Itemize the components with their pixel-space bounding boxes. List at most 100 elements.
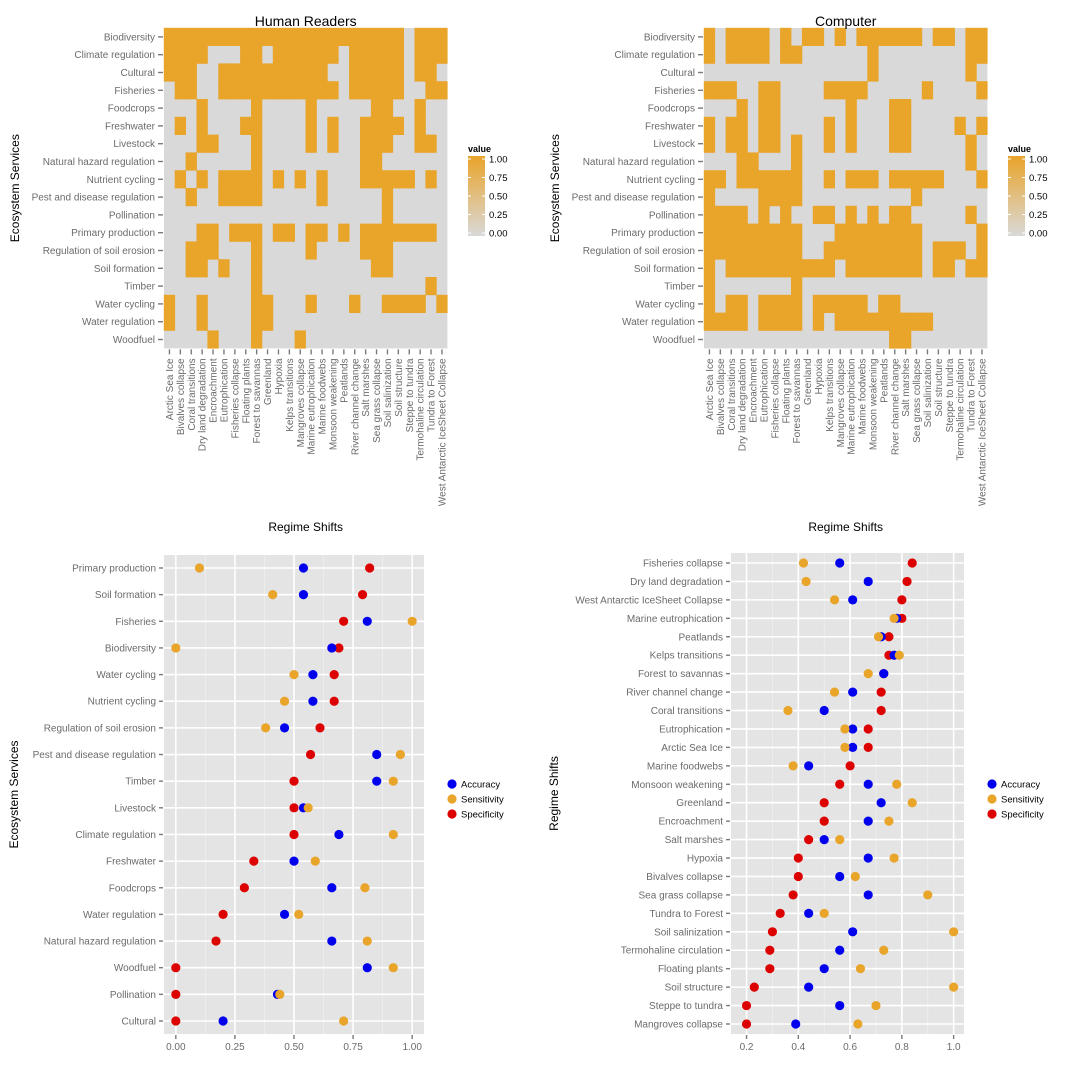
x-tick-label: 1.0	[947, 1042, 961, 1053]
heatmap-cell	[703, 277, 716, 296]
heatmap-cell	[758, 188, 770, 207]
dotplot-panel-0: 0.00 0.25 0.50 0.75 1.00 Primary production So…	[7, 555, 504, 1053]
heatmap-cell	[261, 294, 274, 313]
heatmap-cell	[867, 63, 879, 82]
y-tick-label: Nutrient cycling	[88, 697, 156, 708]
data-point-sensitivity	[339, 1016, 349, 1026]
data-point-accuracy	[804, 982, 814, 992]
data-point-accuracy	[308, 669, 318, 680]
heatmap-cell	[965, 152, 977, 171]
x-tick-label: Soil structure	[394, 358, 405, 417]
heatmap-cell	[370, 99, 383, 118]
x-tick-label: 0.25	[225, 1042, 245, 1053]
heatmap-cell	[889, 241, 901, 260]
heatmap-cell	[889, 223, 901, 242]
dotplot-panel-1: 0.2 0.4 0.6 0.8 1.0 Fisheries collapse Dry lan…	[547, 553, 1044, 1053]
data-point-accuracy	[327, 883, 337, 893]
data-point-accuracy	[289, 856, 299, 866]
heatmap-cell	[251, 27, 263, 46]
x-tick-label: River channel change	[890, 358, 901, 455]
legend-label: Accuracy	[461, 780, 500, 791]
heatmap-cell	[845, 99, 857, 118]
heatmap-cell	[414, 134, 426, 153]
heatmap-cell	[251, 188, 263, 207]
heatmap-cell	[856, 312, 868, 331]
heatmap-cell	[251, 170, 263, 189]
y-tick-label: Pest and disease regulation	[572, 193, 695, 204]
heatmap-cell	[943, 27, 955, 46]
data-point-specificity	[357, 590, 368, 600]
heatmap-cell	[780, 223, 792, 242]
y-tick-label: Pest and disease regulation	[33, 750, 156, 761]
legend-label: Accuracy	[1001, 780, 1040, 791]
legend-marker	[447, 809, 457, 819]
heatmap-cell	[251, 259, 263, 278]
data-point-accuracy	[863, 853, 873, 863]
heatmap-cell	[251, 81, 263, 100]
data-point-accuracy	[362, 616, 372, 626]
heatmap-cell	[294, 45, 306, 64]
heatmap-cell	[349, 294, 361, 313]
heatmap-cell	[703, 45, 716, 64]
legend-colorbar	[468, 156, 485, 236]
data-point-sensitivity	[835, 835, 845, 845]
y-tick-label: Fisheries	[115, 617, 156, 628]
x-tick-label: River channel change	[350, 358, 361, 455]
y-tick-label: Coral transitions	[651, 706, 723, 717]
heatmap-cell	[834, 312, 846, 331]
x-tick-label: 0.4	[791, 1042, 805, 1053]
heatmap-panel-0: Human Readers Biodiversity Climate regulat…	[8, 13, 508, 534]
data-point-accuracy	[863, 576, 873, 587]
data-point-accuracy	[848, 742, 858, 753]
heatmap-cell	[370, 116, 383, 135]
heatmap-cell	[725, 134, 737, 153]
data-point-specificity	[289, 829, 299, 840]
heatmap-cell	[229, 170, 241, 189]
heatmap-cell	[791, 152, 803, 171]
y-tick-label: Natural hazard regulation	[44, 937, 156, 948]
y-tick-label: Nutrient cycling	[627, 175, 695, 186]
data-point-accuracy	[334, 829, 344, 840]
heatmap-cell	[327, 134, 339, 153]
y-tick-label: Soil salinization	[654, 927, 723, 938]
data-point-sensitivity	[294, 909, 304, 920]
heatmap-cell	[823, 170, 835, 189]
heatmap-cell	[360, 241, 372, 260]
heatmap-cell	[769, 259, 781, 278]
heatmap-cell	[196, 45, 208, 64]
heatmap-cell	[725, 81, 737, 100]
heatmap-cell	[283, 27, 295, 46]
heatmap-cell	[207, 134, 219, 153]
data-point-accuracy	[848, 927, 858, 937]
y-tick-label: Nutrient cycling	[87, 175, 155, 186]
y-tick-label: Climate regulation	[74, 50, 155, 61]
heatmap-cell	[932, 27, 944, 46]
heatmap-cell	[878, 259, 890, 278]
heatmap-cell	[283, 81, 295, 100]
data-point-specificity	[907, 558, 917, 568]
heatmap-cell	[856, 294, 868, 313]
heatmap-cell	[758, 99, 770, 118]
heatmap-cell	[769, 241, 781, 260]
heatmap-cell	[196, 134, 208, 153]
heatmap-cell	[747, 259, 759, 278]
heatmap-cell	[316, 27, 328, 46]
data-point-accuracy	[819, 705, 829, 716]
heatmap-cell	[196, 170, 208, 189]
heatmap-cell	[791, 45, 803, 64]
heatmap-cell	[294, 63, 306, 82]
heatmap-cell	[900, 312, 912, 331]
heatmap-cell	[714, 241, 726, 260]
data-point-sensitivity	[850, 871, 860, 882]
heatmap-cell	[845, 259, 857, 278]
heatmap-cell	[823, 205, 835, 224]
heatmap-cell	[261, 63, 274, 82]
data-point-sensitivity	[889, 853, 899, 863]
heatmap-cell	[392, 116, 404, 135]
data-point-sensitivity	[884, 816, 894, 826]
heatmap-cell	[791, 170, 803, 189]
data-point-specificity	[897, 595, 907, 605]
x-tick-label: Arctic Sea Ice	[165, 358, 176, 420]
x-tick-label: Forest to savannas	[252, 358, 263, 443]
heatmap-cell	[196, 27, 208, 46]
